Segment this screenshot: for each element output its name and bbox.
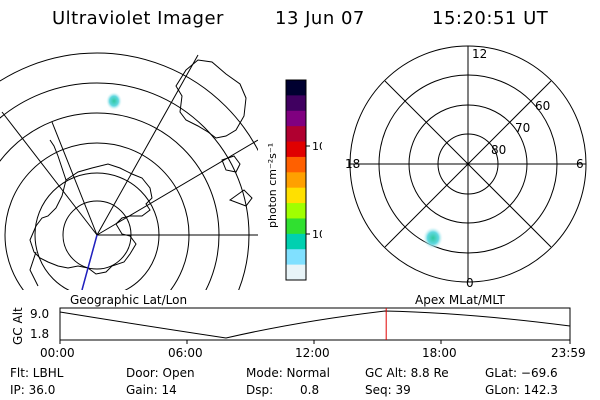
mode-info: Mode: Normal	[246, 366, 330, 380]
colorbar-swatch	[286, 110, 306, 127]
colorbar-swatch	[286, 172, 306, 189]
door-info: Door: Open	[126, 366, 195, 380]
nadir-track	[81, 234, 98, 291]
instrument-title: Ultraviolet Imager	[52, 8, 224, 29]
time-label: 15:20:51 UT	[432, 8, 549, 29]
colorbar-swatch	[286, 233, 306, 250]
mlt-label-12: 12	[472, 47, 487, 61]
filter-info: Flt: LBHL	[10, 366, 64, 380]
altitude-curve	[59, 310, 571, 339]
y-tick-bottom: 1.8	[30, 327, 49, 341]
island-coastline	[221, 155, 241, 173]
x-tick-0000: 00:00	[40, 346, 75, 360]
mlat-label-80: 80	[491, 143, 506, 157]
glat-info: GLat: −69.6	[485, 366, 558, 380]
x-tick-1200: 12:00	[295, 346, 330, 360]
x-tick-2359: 23:59	[551, 346, 586, 360]
mlat-label-60: 60	[535, 99, 550, 113]
seq-info: Seq: 39	[365, 383, 411, 397]
colorbar-swatch	[286, 126, 306, 143]
gc-alt-info: GC Alt: 8.8 Re	[365, 366, 449, 380]
gain-info: Gain: 14	[126, 383, 177, 397]
colorbar-tick-10: 10	[312, 228, 322, 241]
colorbar-swatch	[286, 156, 306, 173]
polar-map-label: Apex MLat/MLT	[415, 293, 505, 307]
glon-info: GLon: 142.3	[485, 383, 558, 397]
polar-map-svg: 12 18 6 0 60 70 80	[345, 45, 587, 290]
colorbar-swatch	[286, 80, 306, 96]
colorbar-swatch	[286, 264, 306, 281]
mlt-label-6: 6	[576, 157, 584, 171]
y-tick-top: 9.0	[30, 307, 49, 321]
colorbar: 100 10 photon cm⁻²s⁻¹	[262, 78, 333, 292]
peninsula-coastline	[49, 139, 67, 181]
coast-fragment-2	[29, 251, 39, 287]
colorbar-swatch	[286, 141, 306, 158]
coast-fragment	[228, 189, 253, 207]
aurora-emission	[106, 92, 122, 110]
altitude-axis-label: GC Alt	[11, 307, 25, 345]
mlat-label-70: 70	[515, 121, 530, 135]
colorbar-swatch	[286, 218, 306, 235]
x-tick-0600: 06:00	[168, 346, 203, 360]
australia-coastline	[175, 59, 247, 139]
mlt-label-0: 0	[466, 276, 474, 290]
altitude-plot-svg: 9.0 1.8 GC Alt 00:00 06:00 12:00 18:00 2…	[11, 307, 586, 360]
colorbar-swatches	[286, 80, 306, 281]
altitude-plot: 9.0 1.8 GC Alt 00:00 06:00 12:00 18:00 2…	[0, 293, 600, 369]
geo-map-label: Geographic Lat/Lon	[70, 293, 188, 307]
colorbar-swatch	[286, 249, 306, 266]
x-tick-1800: 18:00	[422, 346, 457, 360]
colorbar-svg: 100 10 photon cm⁻²s⁻¹	[266, 79, 333, 281]
colorbar-swatch	[286, 95, 306, 112]
date-label: 13 Jun 07	[275, 8, 365, 29]
dsp-value: 0.8	[300, 383, 320, 397]
polar-map: 12 18 6 0 60 70 80 Apex MLat/MLT	[335, 40, 600, 307]
geographic-map-svg	[0, 52, 258, 291]
colorbar-swatch	[286, 187, 306, 204]
colorbar-tick-100: 100	[312, 140, 322, 153]
colorbar-unit-label: photon cm⁻²s⁻¹	[266, 143, 279, 228]
geographic-map: Geographic Lat/Lon	[0, 40, 260, 307]
dsp-label: Dsp:	[246, 383, 274, 397]
aurora-emission-polar	[423, 227, 443, 249]
mlt-label-18: 18	[345, 157, 360, 171]
ip-info: IP: 36.0	[10, 383, 56, 397]
colorbar-swatch	[286, 203, 306, 219]
